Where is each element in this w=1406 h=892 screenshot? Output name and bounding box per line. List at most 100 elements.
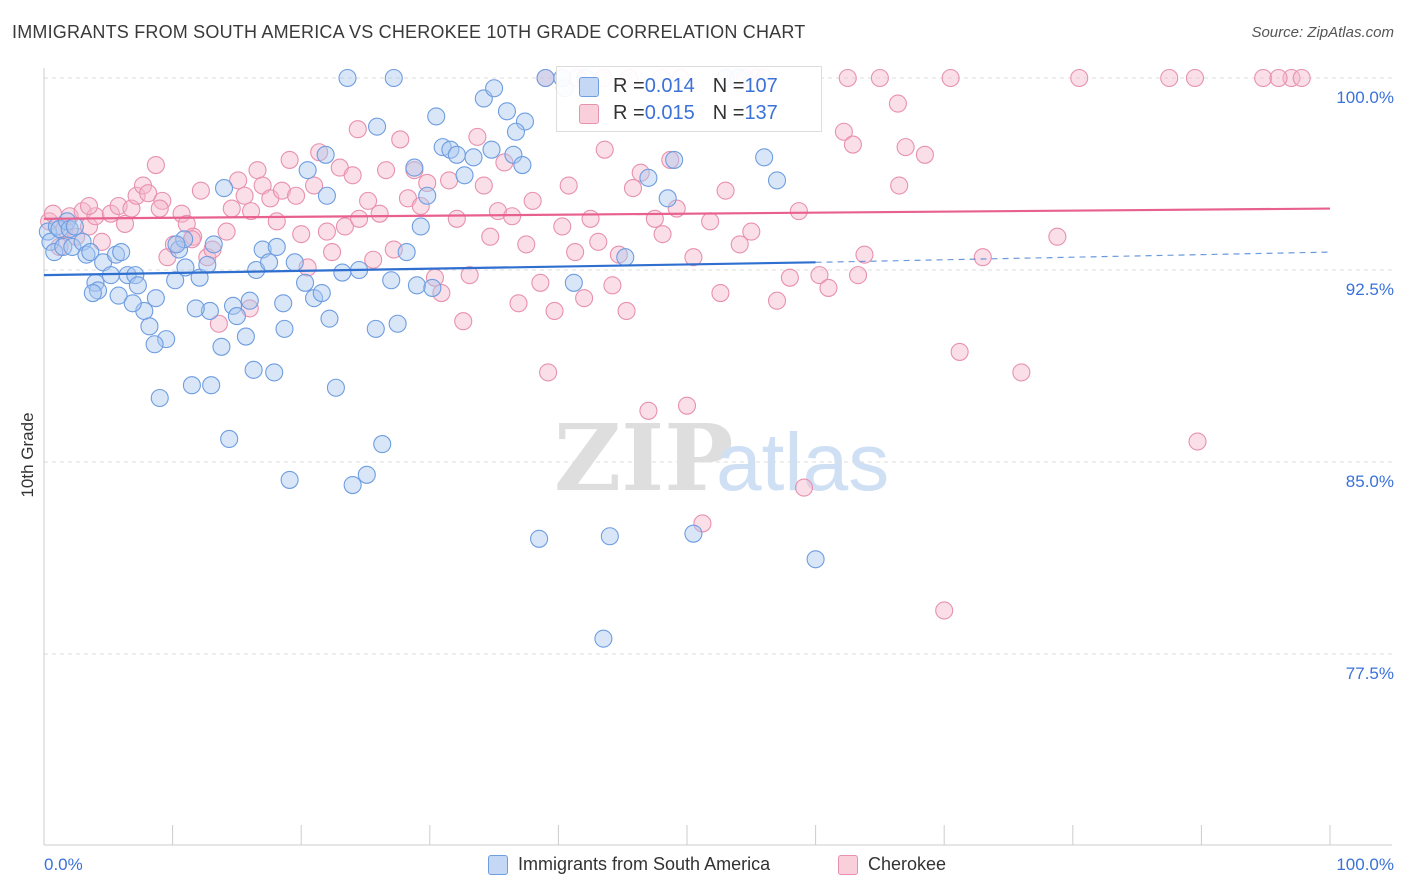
scatter-point [531,273,550,292]
scatter-point [287,186,306,205]
scatter-point [1185,68,1205,88]
scatter-point [45,243,64,262]
scatter-point [274,294,293,313]
scatter-point [128,276,147,295]
scatter-point [200,301,219,321]
scatter-point [423,278,442,297]
scatter-point [711,283,730,303]
scatter-point [92,232,111,251]
scatter-point [767,291,787,310]
scatter-point [639,168,658,187]
scatter-point [594,629,613,648]
scatter-point [617,301,636,321]
scatter-point [115,214,135,233]
scatter-point [693,514,712,533]
scatter-point [935,601,954,620]
scatter-point [890,176,909,195]
scatter-point [227,307,246,326]
scatter-point [343,166,362,185]
scatter-point [382,271,401,290]
legend-r-label: R = [613,75,645,97]
scatter-point [292,225,311,244]
x-tick-labels: 0.0% 100.0% [44,855,1394,874]
scatter-point [411,217,430,236]
scatter-point [566,243,585,262]
scatter-point [333,263,352,282]
axes [43,68,1392,846]
scatter-point [896,138,915,157]
scatter-point [191,181,210,200]
scatter-point [440,171,459,190]
scatter-point [391,130,410,149]
y-tick-label: 85.0% [1346,472,1394,491]
scatter-point [317,186,336,205]
scatter-point [235,186,254,205]
scatter-point [384,68,403,88]
scatter-point [848,266,868,285]
scatter-point [1269,68,1288,88]
scatter-point [126,266,145,285]
scatter-point [1282,68,1301,88]
scatter-point [312,283,331,303]
scatter-point [139,184,158,203]
scatter-point [366,319,385,338]
scatter-point [280,470,299,489]
scatter-point [265,363,284,382]
scatter-point [564,273,583,292]
scatter-point [186,299,205,318]
scatter-point [204,235,223,254]
scatter-point [222,199,241,218]
scatter-point [244,360,263,379]
scatter-point [275,319,294,338]
scatter-point [38,222,57,241]
scatter-point [298,161,317,180]
scatter-point [397,243,416,262]
scatter-point [447,145,466,164]
scatter-point [589,232,608,251]
scatter-point [639,401,658,420]
scatter-point [146,155,165,175]
scatter-point [316,145,335,164]
scatter-point [474,176,493,195]
scatter-point [223,296,243,315]
scatter-point [202,376,221,395]
scatter-point [515,112,535,131]
legend-r-value: 0.014 [644,75,695,97]
scatter-point [407,276,426,295]
scatter-point [870,68,889,88]
scatter-point [665,150,684,169]
scatter-point [350,209,369,228]
scatter-point [1070,68,1089,88]
scatter-point [432,283,451,303]
legend-item-immigrants[interactable]: Immigrants from South America [488,854,770,875]
scatter-point [267,212,286,231]
scatter-point [418,186,437,205]
scatter-point [86,207,105,226]
legend-swatch-blue [488,854,508,875]
trend-line-immigrants [43,261,816,277]
scatter-point [575,289,594,308]
scatter-point [1292,68,1311,88]
trend-line-immigrants-extension [815,251,1331,263]
scatter-point [146,289,165,308]
scatter-point [780,268,799,287]
scatter-point [677,396,697,415]
scatter-point [405,158,424,177]
x-tick-label-right: 100.0% [1336,855,1394,874]
y-tick-label: 77.5% [1346,664,1394,683]
scatter-point [377,161,396,180]
scatter-point [106,245,126,264]
legend-item-cherokee[interactable]: Cherokee [838,854,946,875]
scatter-point [335,217,354,236]
scatter-point [684,524,703,543]
scatter-point [701,212,720,231]
scatter-point [1012,363,1031,382]
scatter-point [167,235,186,254]
scatter-point [806,550,825,569]
scatter-point [497,102,517,121]
scatter-point [616,248,635,267]
scatter-point [109,286,128,305]
scatter-point [81,243,100,262]
scatter-point [941,68,960,88]
scatter-point [411,196,430,216]
